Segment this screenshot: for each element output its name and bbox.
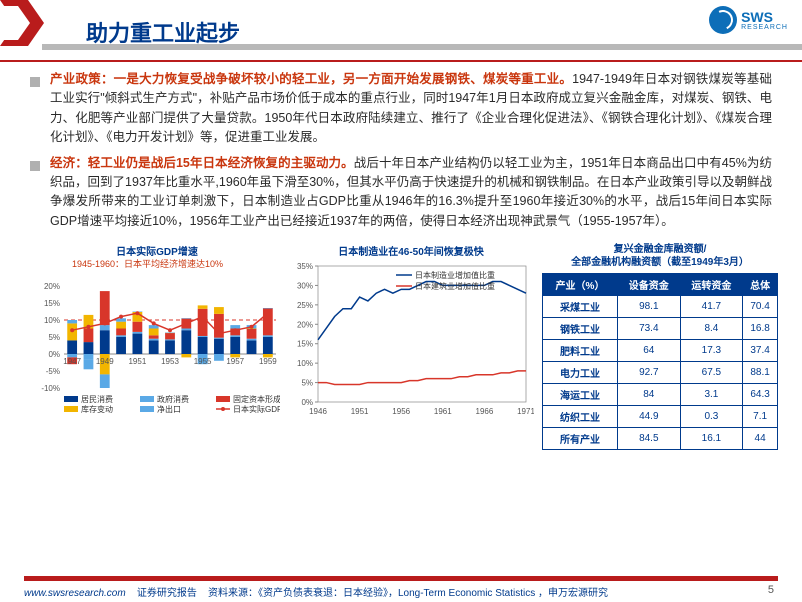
svg-text:政府消费: 政府消费: [157, 394, 189, 404]
table-row: 肥料工业6417.337.4: [543, 340, 778, 362]
svg-text:1956: 1956: [392, 407, 410, 416]
bullet-icon: [30, 161, 40, 171]
svg-text:日本建筑业增加值比重: 日本建筑业增加值比重: [415, 281, 495, 291]
svg-text:1971: 1971: [517, 407, 534, 416]
financing-table-wrap: 复兴金融金库融资额/全部金融机构融资额（截至1949年3月） 产业（%）设备资金…: [542, 243, 778, 450]
svg-text:日本制造业增加值比重: 日本制造业增加值比重: [415, 270, 495, 280]
svg-text:1957: 1957: [226, 357, 244, 366]
red-chevron-icon: [0, 0, 48, 46]
svg-text:居民消费: 居民消费: [81, 394, 113, 404]
chart2-title: 日本制造业在46-50年间恢复极快: [288, 243, 534, 258]
logo: SWS RESEARCH: [709, 6, 788, 34]
svg-text:15%: 15%: [44, 299, 60, 308]
svg-text:库存变动: 库存变动: [81, 404, 113, 414]
svg-text:1951: 1951: [128, 357, 146, 366]
chart1-annotation: 1945-1960：日本平均经济增速达10%: [72, 257, 223, 270]
svg-text:1951: 1951: [351, 407, 369, 416]
charts-row: 日本实际GDP增速 1945-1960：日本平均经济增速达10% -10% -5%…: [0, 237, 802, 450]
table-header: 运转资金: [680, 274, 743, 296]
svg-text:0%: 0%: [48, 350, 60, 359]
svg-text:1966: 1966: [476, 407, 494, 416]
svg-text:日本实际GDP同比: 日本实际GDP同比: [233, 404, 280, 414]
svg-text:5%: 5%: [301, 379, 313, 388]
svg-text:30%: 30%: [297, 281, 313, 290]
financing-table: 产业（%）设备资金运转资金总体采煤工业98.141.770.4钢铁工业73.48…: [542, 273, 778, 450]
table-header: 设备资金: [618, 274, 681, 296]
table-row: 钢铁工业73.48.416.8: [543, 318, 778, 340]
chart-manufacturing: 日本制造业在46-50年间恢复极快 0% 5% 10% 15% 20% 25% 30% 35%…: [288, 243, 534, 421]
bullet-1: 产业政策：一是大力恢复受战争破坏较小的轻工业，另一方面开始发展钢铁、煤炭等重工业…: [30, 70, 772, 148]
logo-text: SWS: [741, 10, 788, 24]
page-number: 5: [768, 584, 774, 596]
footer-text: www.swsresearch.com 证券研究报告 资料来源：《资产负债表衰退…: [24, 584, 608, 599]
svg-text:1949: 1949: [96, 357, 114, 366]
svg-text:20%: 20%: [297, 320, 313, 329]
paragraph-1: 产业政策：一是大力恢复受战争破坏较小的轻工业，另一方面开始发展钢铁、煤炭等重工业…: [50, 70, 772, 148]
svg-text:-10%: -10%: [41, 384, 60, 393]
svg-text:35%: 35%: [297, 262, 313, 271]
svg-text:固定资本形成: 固定资本形成: [233, 394, 280, 404]
svg-text:20%: 20%: [44, 282, 60, 291]
svg-text:1946: 1946: [309, 407, 327, 416]
table-row: 所有产业84.516.144: [543, 428, 778, 450]
svg-text:15%: 15%: [297, 340, 313, 349]
table-row: 电力工业92.767.588.1: [543, 362, 778, 384]
logo-icon: [709, 6, 737, 34]
chart-gdp-growth: 日本实际GDP增速 1945-1960：日本平均经济增速达10% -10% -5%…: [34, 243, 280, 421]
table-row: 海运工业843.164.3: [543, 384, 778, 406]
svg-text:0%: 0%: [301, 398, 313, 407]
svg-text:1947: 1947: [63, 357, 81, 366]
chart1-svg: -10% -5% 0% 5% 10% 15% 20% 1947 1949 1951 1953 1955…: [34, 260, 280, 422]
svg-text:25%: 25%: [297, 301, 313, 310]
svg-text:1955: 1955: [194, 357, 212, 366]
chart2-svg: 0% 5% 10% 15% 20% 25% 30% 35% 1946 1951 1956 1961 19…: [288, 260, 534, 422]
footer: www.swsresearch.com 证券研究报告 资料来源：《资产负债表衰退…: [0, 576, 802, 602]
svg-text:10%: 10%: [297, 359, 313, 368]
logo-sub: RESEARCH: [741, 24, 788, 31]
svg-text:5%: 5%: [48, 333, 60, 342]
header-divider: [42, 44, 802, 50]
footer-divider: [24, 576, 778, 581]
svg-text:1953: 1953: [161, 357, 179, 366]
content: 产业政策：一是大力恢复受战争破坏较小的轻工业，另一方面开始发展钢铁、煤炭等重工业…: [0, 62, 802, 231]
table-row: 采煤工业98.141.770.4: [543, 296, 778, 318]
chart1-title: 日本实际GDP增速: [34, 243, 280, 258]
svg-text:1961: 1961: [434, 407, 452, 416]
svg-text:净出口: 净出口: [157, 404, 181, 414]
header: 助力重工业起步 SWS RESEARCH: [0, 0, 802, 62]
table-row: 纺织工业44.90.37.1: [543, 406, 778, 428]
bullet-icon: [30, 77, 40, 87]
table-header: 产业（%）: [543, 274, 618, 296]
table-header: 总体: [743, 274, 778, 296]
bullet-2: 经济：轻工业仍是战后15年日本经济恢复的主驱动力。战后十年日本产业结构仍以轻工业…: [30, 154, 772, 232]
table-title: 复兴金融金库融资额/全部金融机构融资额（截至1949年3月）: [542, 243, 778, 269]
svg-text:1959: 1959: [259, 357, 277, 366]
paragraph-2: 经济：轻工业仍是战后15年日本经济恢复的主驱动力。战后十年日本产业结构仍以轻工业…: [50, 154, 772, 232]
svg-text:-5%: -5%: [46, 367, 60, 376]
svg-text:10%: 10%: [44, 316, 60, 325]
